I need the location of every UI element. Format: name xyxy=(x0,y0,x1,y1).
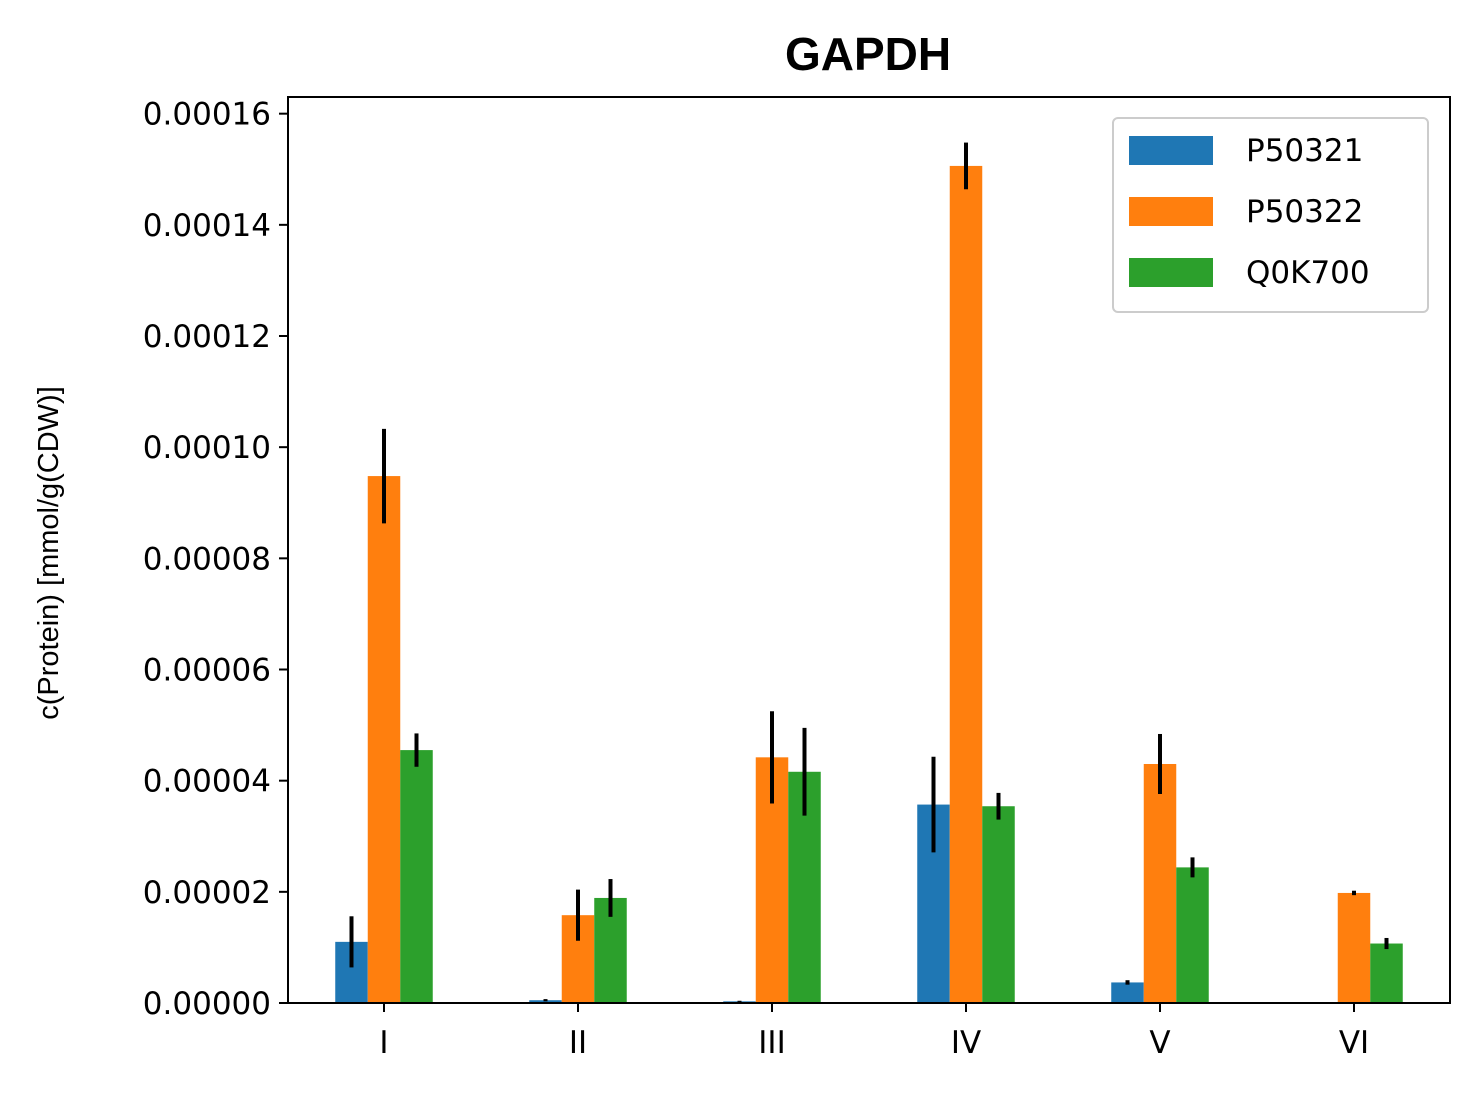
y-tick-label: 0.00010 xyxy=(143,430,271,466)
y-tick-label: 0.00012 xyxy=(143,319,271,355)
x-tick-label: IV xyxy=(951,1025,981,1061)
bar xyxy=(1176,867,1209,1003)
y-tick-label: 0.00000 xyxy=(143,986,271,1022)
bar xyxy=(529,1000,562,1003)
plot-frame xyxy=(287,96,1451,1004)
bar xyxy=(949,165,983,1003)
chart-title: GAPDH xyxy=(785,28,951,80)
bar xyxy=(1337,892,1371,1003)
y-tick-label: 0.00004 xyxy=(143,764,271,800)
y-axis-ticks: 0.00000 0.00002 0.00004 0.00006 0.00008 0.000… xyxy=(143,97,288,1022)
legend-label: P50322 xyxy=(1246,194,1363,230)
x-tick-label: I xyxy=(379,1025,388,1061)
bar xyxy=(400,750,433,1003)
bar xyxy=(1111,982,1144,1003)
bar xyxy=(982,806,1015,1003)
legend: P50321 P50322 Q0K700 xyxy=(1112,117,1429,313)
x-axis-ticks: I II III IV V VI xyxy=(379,1003,1369,1061)
y-tick-label: 0.00006 xyxy=(143,653,271,689)
legend-label: P50321 xyxy=(1246,133,1363,169)
y-tick-label: 0.00014 xyxy=(143,208,271,244)
bar xyxy=(1370,943,1403,1003)
legend-label: Q0K700 xyxy=(1246,255,1370,291)
y-tick-label: 0.00002 xyxy=(143,875,271,911)
legend-swatch xyxy=(1129,197,1213,226)
y-tick-label: 0.00008 xyxy=(143,541,271,577)
bar xyxy=(367,476,401,1004)
y-tick-label: 0.00016 xyxy=(143,97,271,133)
legend-swatch xyxy=(1129,258,1213,287)
x-tick-label: III xyxy=(758,1025,785,1061)
y-axis-label: c(Protein) [mmol/g(CDW)] xyxy=(33,386,65,720)
x-tick-label: V xyxy=(1149,1025,1170,1061)
x-tick-label: VI xyxy=(1339,1025,1369,1061)
bar xyxy=(1143,763,1177,1003)
legend-swatch xyxy=(1129,136,1213,165)
x-tick-label: II xyxy=(569,1025,587,1061)
error-bars xyxy=(349,142,1389,1002)
